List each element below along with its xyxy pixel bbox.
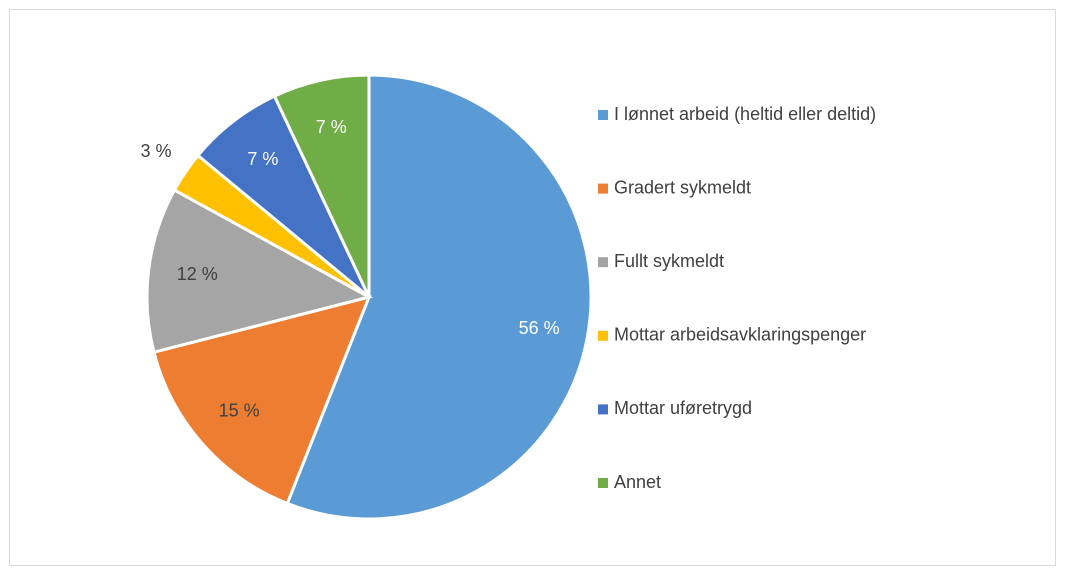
- legend-label: Mottar arbeidsavklaringspenger: [614, 325, 866, 345]
- legend-swatch: [598, 110, 608, 120]
- pie-slice: [152, 294, 372, 506]
- legend-label: Mottar uføretrygd: [614, 398, 752, 418]
- legend-label: I lønnet arbeid (heltid eller deltid): [614, 104, 876, 124]
- data-label: 7 %: [316, 117, 347, 137]
- legend-swatch: [598, 330, 608, 341]
- legend-label: Gradert sykmeldt: [614, 177, 751, 197]
- legend-swatch: [598, 257, 608, 268]
- legend-label: Annet: [614, 472, 661, 492]
- legend-swatch: [598, 478, 608, 488]
- pie-slice: [285, 73, 593, 521]
- pie-slice: [145, 188, 374, 355]
- legend-label: Fullt sykmeldt: [614, 251, 724, 271]
- data-label: 3 %: [140, 141, 171, 161]
- legend-swatch: [598, 183, 608, 194]
- legend-swatch: [598, 404, 608, 415]
- data-label: 56 %: [519, 318, 560, 338]
- pie-slice: [272, 73, 371, 298]
- data-label: 7 %: [247, 149, 278, 169]
- data-label: 12 %: [177, 264, 218, 284]
- data-label: 15 %: [219, 400, 260, 420]
